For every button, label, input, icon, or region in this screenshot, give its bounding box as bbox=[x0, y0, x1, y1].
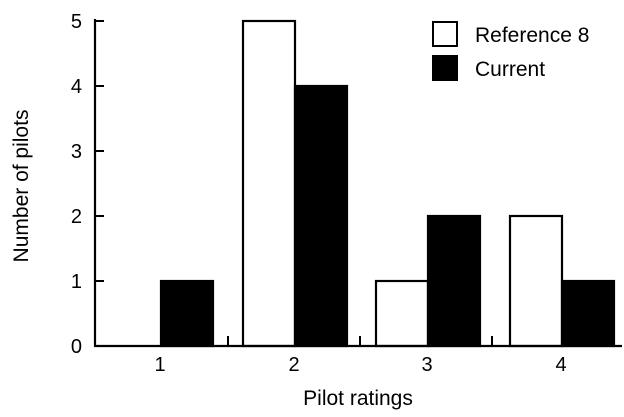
bar-reference-8-2 bbox=[241, 19, 297, 348]
legend: Reference 8 Current bbox=[432, 21, 589, 81]
bars bbox=[159, 19, 616, 348]
bar-current-4 bbox=[560, 279, 616, 348]
bar-reference-8-3 bbox=[374, 279, 430, 348]
axes bbox=[93, 19, 622, 348]
y-tick-label-3: 3 bbox=[71, 141, 82, 163]
legend-swatch-current bbox=[432, 55, 458, 81]
legend-swatch-reference-8 bbox=[432, 21, 458, 47]
y-tick-label-4: 4 bbox=[71, 76, 82, 98]
bar-current-2 bbox=[293, 84, 349, 348]
legend-label-current: Current bbox=[475, 58, 545, 81]
legend-label-reference-8: Reference 8 bbox=[475, 24, 589, 47]
x-tick-label-4: 4 bbox=[555, 354, 566, 376]
y-tick-label-1: 1 bbox=[71, 271, 82, 293]
y-ticks: 0 1 2 3 4 5 bbox=[71, 11, 104, 358]
x-tick-label-2: 2 bbox=[288, 354, 299, 376]
x-ticks: 1 2 3 4 bbox=[154, 336, 567, 376]
x-tick-label-1: 1 bbox=[154, 354, 165, 376]
y-tick-label-2: 2 bbox=[71, 206, 82, 228]
bar-current-1 bbox=[159, 279, 215, 348]
y-axis-title: Number of pilots bbox=[10, 110, 33, 263]
y-tick-label-5: 5 bbox=[71, 11, 82, 33]
x-axis-title: Pilot ratings bbox=[303, 387, 413, 410]
bar-current-3 bbox=[426, 214, 482, 348]
bar-reference-8-4 bbox=[508, 214, 564, 348]
y-tick-label-0: 0 bbox=[71, 336, 82, 358]
x-tick-label-3: 3 bbox=[421, 354, 432, 376]
